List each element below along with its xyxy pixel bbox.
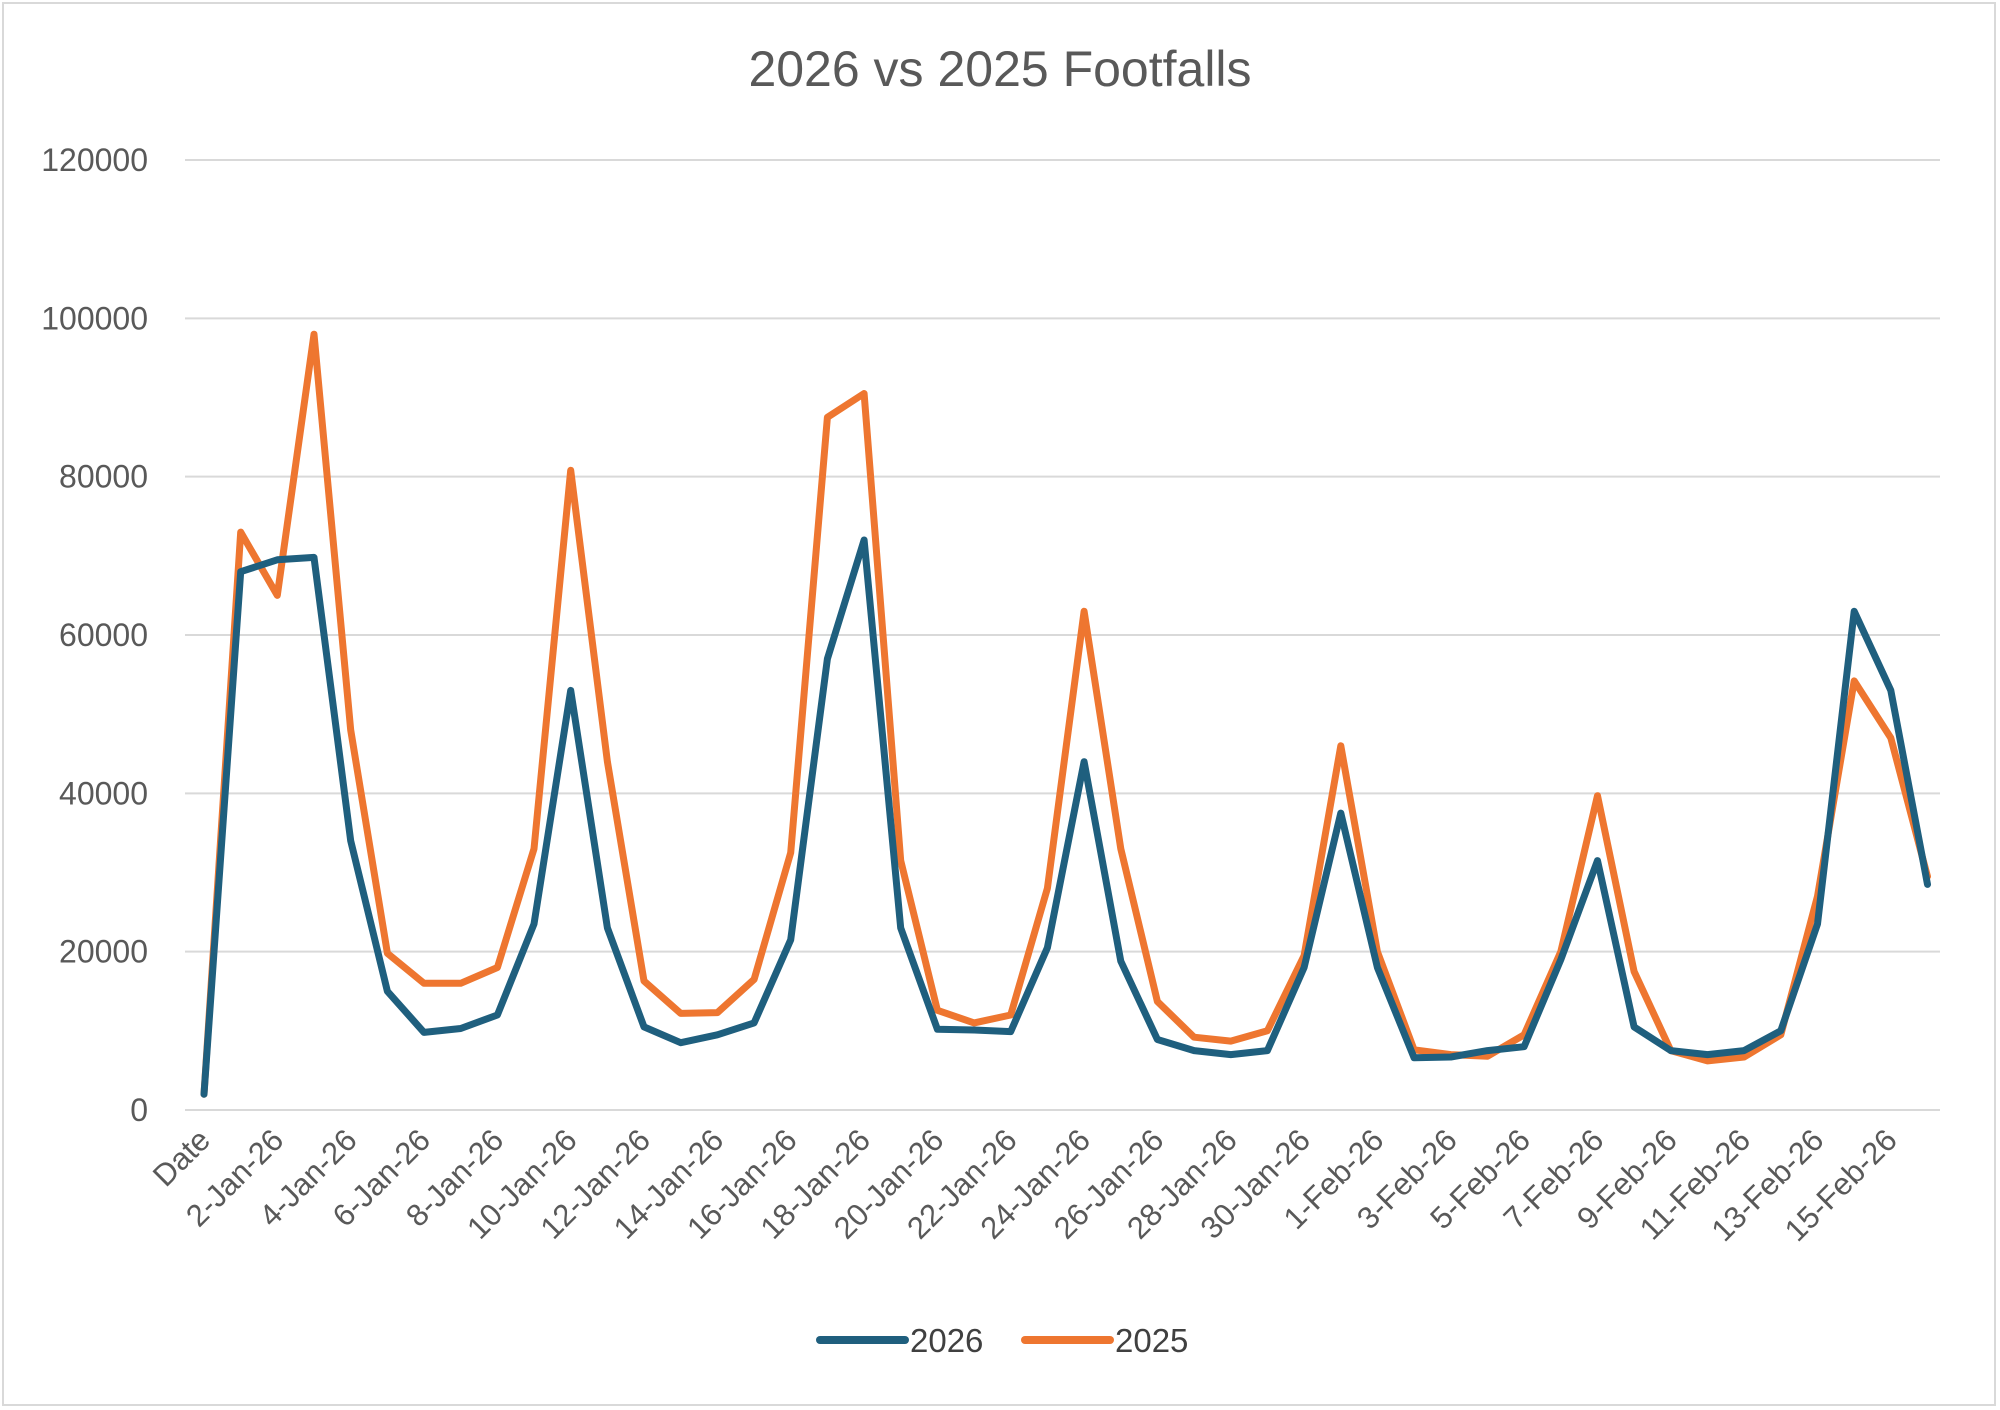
series-line-2025 — [200, 330, 1931, 1098]
y-tick-label: 60000 — [59, 617, 148, 653]
y-axis: 0 20000 40000 60000 80000 100000 120000 — [41, 142, 148, 1128]
y-tick-label: 120000 — [41, 142, 148, 178]
chart-title: 2026 vs 2025 Footfalls — [748, 41, 1251, 97]
legend-label-2025: 2025 — [1115, 1322, 1188, 1359]
y-tick-label: 40000 — [59, 775, 148, 811]
series-line-2026 — [200, 536, 1931, 1098]
y-tick-label: 100000 — [41, 300, 148, 336]
y-tick-label: 20000 — [59, 934, 148, 970]
gridlines — [185, 159, 1940, 1111]
legend: 2026 2025 — [816, 1322, 1188, 1359]
series-lines — [200, 330, 1931, 1098]
x-axis: Date2-Jan-264-Jan-266-Jan-268-Jan-2610-J… — [146, 1122, 1904, 1248]
y-tick-label: 80000 — [59, 459, 148, 495]
y-tick-label: 0 — [130, 1092, 148, 1128]
legend-label-2026: 2026 — [910, 1322, 983, 1359]
